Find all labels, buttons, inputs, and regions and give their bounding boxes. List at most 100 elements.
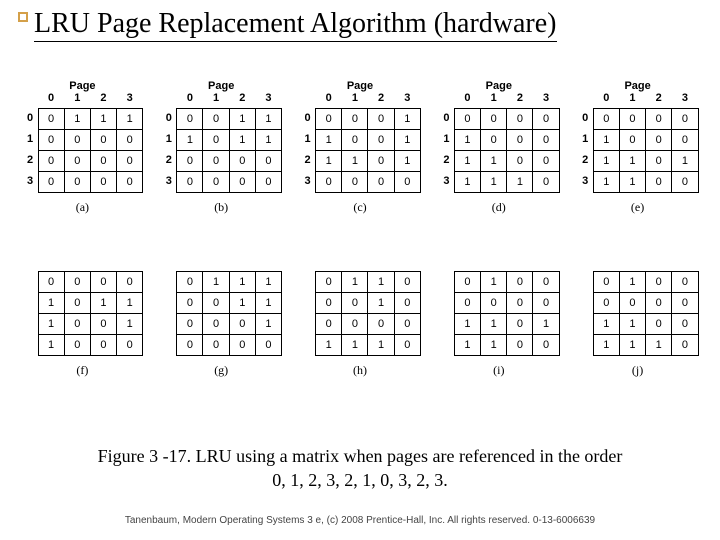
matrix-cell: 0	[367, 129, 394, 151]
page-label: Page	[22, 80, 143, 92]
matrix-row: 21101	[300, 150, 421, 171]
matrix-cell: 1	[480, 271, 507, 293]
matrix-sublabel: (h)	[300, 363, 421, 378]
row-header: 3	[22, 171, 38, 192]
matrix-cell: 1	[176, 129, 203, 151]
page-label: Page	[161, 80, 282, 92]
matrix-cell: 0	[480, 292, 507, 314]
matrix-cell: 1	[255, 108, 282, 130]
page-title: LRU Page Replacement Algorithm (hardware…	[34, 8, 557, 42]
matrix-cell: 1	[229, 271, 256, 293]
matrix-cell: 0	[176, 292, 203, 314]
matrix-cell: 0	[506, 271, 533, 293]
matrix-row: 0000	[161, 334, 282, 355]
matrix-header	[438, 243, 559, 271]
matrix-cell: 0	[671, 313, 698, 335]
col-header: 0	[177, 92, 203, 104]
row-header: 2	[438, 150, 454, 171]
matrix-row: 1100	[438, 334, 559, 355]
matrix-cell: 0	[38, 271, 65, 293]
matrix-header	[22, 243, 143, 271]
matrix-row: 1000	[22, 334, 143, 355]
matrix-row: 0001	[161, 313, 282, 334]
matrix-cell: 0	[315, 292, 342, 314]
caption-line-2: 0, 1, 2, 3, 2, 1, 0, 3, 2, 3.	[272, 470, 448, 490]
matrix-cell: 1	[454, 171, 481, 193]
matrix-cell: 0	[90, 171, 117, 193]
col-header: 1	[64, 92, 90, 104]
col-header: 1	[342, 92, 368, 104]
matrix-cell: 0	[506, 334, 533, 356]
matrix-cell: 0	[64, 334, 91, 356]
matrix-cell: 0	[202, 129, 229, 151]
matrix-cell: 0	[38, 171, 65, 193]
col-header: 2	[646, 92, 672, 104]
matrix-cell: 0	[116, 334, 143, 356]
matrix-cell: 0	[176, 171, 203, 193]
row-header	[438, 292, 454, 313]
row-header: 1	[577, 129, 593, 150]
matrix-row: 31100	[577, 171, 698, 192]
matrix-row: 0010	[300, 292, 421, 313]
matrix-cell: 1	[116, 108, 143, 130]
matrix-cell: 0	[532, 334, 559, 356]
matrix-cell: 0	[480, 108, 507, 130]
matrix-cell: 0	[619, 129, 646, 151]
caption-line-1: Figure 3 -17. LRU using a matrix when pa…	[98, 446, 623, 466]
matrix-cell: 1	[454, 129, 481, 151]
matrix-cell: 1	[229, 292, 256, 314]
matrix-cell: 0	[394, 334, 421, 356]
matrix-cell: 1	[367, 271, 394, 293]
matrix-row: 0110	[300, 271, 421, 292]
matrix-block: Page012300000110002110031110(d)	[438, 80, 559, 215]
matrix-cell: 0	[367, 108, 394, 130]
matrix-row: 1101	[438, 313, 559, 334]
matrix-row: 21100	[438, 150, 559, 171]
matrix-cell: 1	[38, 334, 65, 356]
row-header	[22, 334, 38, 355]
matrix-cell: 1	[229, 129, 256, 151]
row-header	[300, 271, 316, 292]
matrix-cell: 1	[315, 334, 342, 356]
matrix-cell: 1	[341, 334, 368, 356]
row-header: 0	[577, 108, 593, 129]
page-label: Page	[577, 80, 698, 92]
matrix-cell: 0	[645, 292, 672, 314]
matrix-cell: 0	[367, 150, 394, 172]
matrix-cell: 0	[394, 171, 421, 193]
matrix-cell: 1	[255, 313, 282, 335]
matrix-grid: Page012300111100002000030000(a)Page01230…	[0, 40, 720, 378]
row-header	[22, 271, 38, 292]
matrix-header	[161, 243, 282, 271]
matrix-sublabel: (f)	[22, 363, 143, 378]
col-header: 1	[203, 92, 229, 104]
matrix-cell: 1	[506, 171, 533, 193]
matrix-cell: 0	[176, 150, 203, 172]
matrix-cell: 0	[671, 171, 698, 193]
matrix-cell: 0	[645, 171, 672, 193]
row-header	[300, 313, 316, 334]
row-header	[300, 292, 316, 313]
matrix-cell: 0	[454, 271, 481, 293]
matrix-row: 11000	[438, 129, 559, 150]
matrix-cell: 1	[367, 292, 394, 314]
matrix-row: 30000	[161, 171, 282, 192]
matrix-cell: 0	[645, 108, 672, 130]
row-header: 0	[300, 108, 316, 129]
matrix-cell: 1	[315, 129, 342, 151]
matrix-cell: 0	[255, 334, 282, 356]
matrix-cell: 1	[394, 108, 421, 130]
col-header: 3	[117, 92, 143, 104]
copyright-footer: Tanenbaum, Modern Operating Systems 3 e,…	[0, 515, 720, 526]
matrix-row: 30000	[22, 171, 143, 192]
matrix-cell: 0	[202, 313, 229, 335]
col-header: 3	[533, 92, 559, 104]
matrix-block: 0100000011011100(i)	[438, 243, 559, 378]
matrix-sublabel: (g)	[161, 363, 282, 378]
matrix-cell: 0	[341, 129, 368, 151]
matrix-cell: 0	[532, 271, 559, 293]
matrix-cell: 0	[671, 334, 698, 356]
matrix-cell: 0	[315, 171, 342, 193]
matrix-cell: 0	[116, 150, 143, 172]
matrix-block: 0111001100010000(g)	[161, 243, 282, 378]
